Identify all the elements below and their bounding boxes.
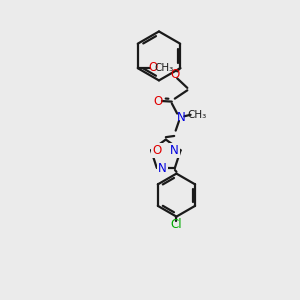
Text: CH₃: CH₃ bbox=[188, 110, 207, 120]
Text: N: N bbox=[170, 144, 179, 157]
Text: CH₃: CH₃ bbox=[154, 63, 173, 73]
Text: O: O bbox=[148, 61, 158, 74]
Text: O: O bbox=[170, 68, 179, 81]
Text: N: N bbox=[176, 111, 185, 124]
Text: Cl: Cl bbox=[171, 218, 182, 232]
Text: N: N bbox=[158, 162, 167, 175]
Text: O: O bbox=[154, 94, 163, 107]
Text: O: O bbox=[152, 144, 162, 157]
